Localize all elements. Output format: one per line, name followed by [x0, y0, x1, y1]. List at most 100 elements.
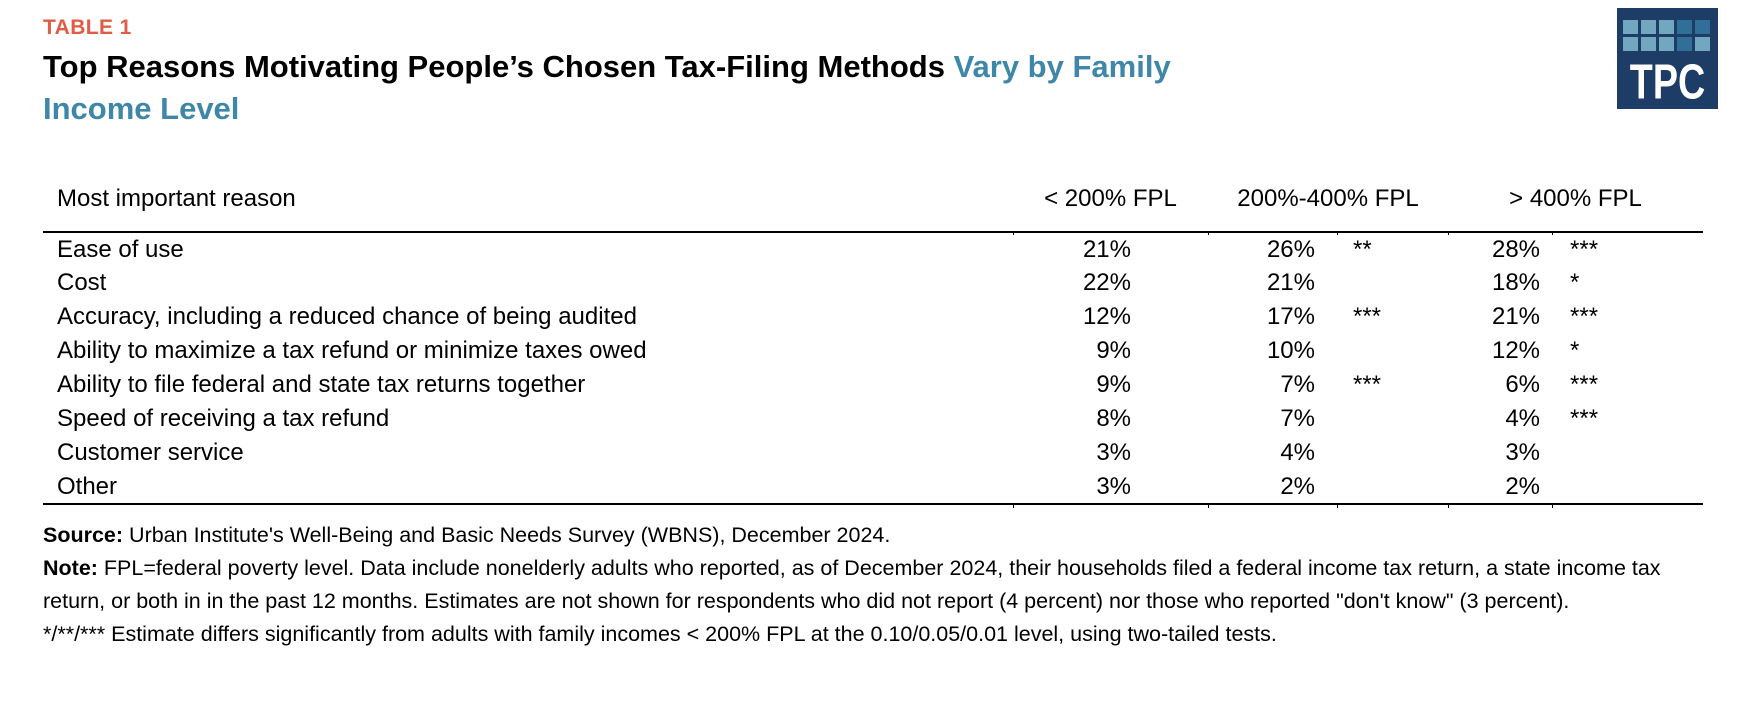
table-row: Accuracy, including a reduced chance of … — [43, 300, 1703, 334]
significance-200-400-fpl: *** — [1353, 371, 1382, 398]
column-boundary-tick — [1337, 231, 1338, 235]
value-gt-400-fpl: 6% — [1505, 371, 1541, 398]
logo-square — [1695, 37, 1710, 51]
source-note: Source: Urban Institute's Well-Being and… — [43, 519, 1698, 552]
note-text: FPL=federal poverty level. Data include … — [43, 556, 1661, 613]
tpc-logo: TPC — [1617, 8, 1718, 109]
logo-square — [1695, 20, 1710, 34]
logo-square — [1659, 20, 1674, 34]
table-row: Ease of use 21% 26% ** 28% *** — [43, 232, 1703, 266]
value-lt-200-fpl: 9% — [1096, 337, 1131, 364]
table-number-label: TABLE 1 — [43, 16, 132, 39]
value-lt-200-fpl: 12% — [1082, 303, 1131, 330]
significance-gt-400-fpl: *** — [1570, 371, 1599, 398]
value-lt-200-fpl: 3% — [1096, 439, 1131, 466]
column-boundary-tick — [1448, 231, 1449, 235]
tpc-logo-text: TPC — [1629, 54, 1706, 110]
column-header-gt-400-fpl: > 400% FPL — [1448, 180, 1704, 233]
significance-200-400-fpl — [1337, 470, 1449, 505]
logo-square — [1677, 20, 1692, 34]
column-boundary-tick — [1552, 504, 1553, 508]
reason-cell: Customer service — [57, 439, 244, 466]
reason-cell: Ease of use — [57, 235, 184, 263]
column-boundary-tick — [1208, 504, 1209, 508]
significance-gt-400-fpl: * — [1570, 337, 1580, 364]
value-200-400-fpl: 4% — [1280, 439, 1315, 466]
value-200-400-fpl: 7% — [1280, 371, 1315, 398]
note-label: Note: — [43, 556, 98, 580]
title-main: Top Reasons Motivating People’s Chosen T… — [43, 49, 945, 84]
value-lt-200-fpl: 9% — [1096, 371, 1131, 398]
value-200-400-fpl: 21% — [1266, 269, 1315, 296]
reason-cell: Speed of receiving a tax refund — [57, 405, 390, 432]
value-lt-200-fpl: 22% — [1082, 269, 1131, 296]
value-200-400-fpl: 7% — [1280, 405, 1315, 432]
significance-200-400-fpl: *** — [1353, 303, 1382, 330]
significance-gt-400-fpl — [1552, 436, 1703, 470]
value-200-400-fpl: 17% — [1266, 303, 1315, 330]
table-row: Other 3% 2% 2% — [43, 470, 1704, 505]
value-gt-400-fpl: 2% — [1448, 470, 1553, 505]
column-boundary-tick — [1448, 504, 1449, 508]
table-row: Customer service 3% 4% 3% — [43, 436, 1703, 470]
column-boundary-tick — [1208, 231, 1209, 235]
table-row: Speed of receiving a tax refund 8% 7% 4% *** — [43, 402, 1703, 436]
value-200-400-fpl: 10% — [1266, 337, 1315, 364]
source-label: Source: — [43, 523, 124, 547]
value-lt-200-fpl: 21% — [1082, 235, 1131, 263]
title-accent-line2: Income Level — [43, 91, 240, 126]
title-accent-line1: Vary by Family — [953, 49, 1171, 84]
table-body: Ease of use 21% 26% ** 28% *** Cost 22% 21% 18% * A… — [43, 232, 1704, 505]
table-notes: Source: Urban Institute's Well-Being and… — [43, 519, 1698, 651]
table-row: Ability to maximize a tax refund or mini… — [43, 334, 1703, 368]
significance-gt-400-fpl: *** — [1570, 235, 1599, 263]
source-text: Urban Institute's Well-Being and Basic N… — [123, 523, 891, 547]
logo-square — [1659, 37, 1674, 51]
value-200-400-fpl: 26% — [1266, 235, 1315, 263]
value-gt-400-fpl: 4% — [1505, 405, 1541, 432]
value-gt-400-fpl: 28% — [1491, 235, 1541, 263]
significance-200-400-fpl — [1337, 436, 1448, 470]
reason-cell: Other — [43, 470, 1013, 505]
logo-square — [1623, 37, 1638, 51]
significance-200-400-fpl — [1337, 266, 1448, 300]
data-table: Most important reason < 200% FPL 200%-40… — [43, 180, 1704, 505]
column-header-lt-200-fpl: < 200% FPL — [1013, 180, 1208, 233]
logo-square — [1623, 20, 1638, 34]
significance-gt-400-fpl: *** — [1570, 405, 1599, 432]
significance-gt-400-fpl — [1552, 470, 1704, 505]
tpc-logo-grid-icon — [1623, 20, 1710, 51]
reason-cell: Ability to file federal and state tax re… — [57, 371, 586, 398]
value-gt-400-fpl: 3% — [1505, 439, 1541, 466]
column-boundary-tick — [1552, 231, 1553, 235]
column-boundary-tick — [1013, 504, 1014, 508]
value-lt-200-fpl: 8% — [1096, 405, 1131, 432]
column-boundary-tick — [1013, 231, 1014, 235]
logo-square — [1641, 37, 1656, 51]
reason-cell: Accuracy, including a reduced chance of … — [57, 303, 637, 330]
table-row: Ability to file federal and state tax re… — [43, 368, 1703, 402]
value-lt-200-fpl: 3% — [1013, 470, 1208, 505]
general-note: Note: FPL=federal poverty level. Data in… — [43, 552, 1698, 618]
column-boundary-tick — [1337, 504, 1338, 508]
column-header-200-400-fpl: 200%-400% FPL — [1208, 180, 1449, 233]
table-header-row: Most important reason < 200% FPL 200%-40… — [43, 180, 1704, 233]
value-gt-400-fpl: 12% — [1491, 337, 1541, 364]
logo-square — [1641, 20, 1656, 34]
significance-200-400-fpl: ** — [1353, 235, 1372, 263]
value-200-400-fpl: 2% — [1208, 470, 1337, 505]
value-gt-400-fpl: 21% — [1491, 303, 1541, 330]
column-header-reason: Most important reason — [43, 180, 1013, 233]
table-row: Cost 22% 21% 18% * — [43, 266, 1703, 300]
significance-gt-400-fpl: * — [1570, 269, 1580, 296]
reason-cell: Ability to maximize a tax refund or mini… — [57, 337, 647, 364]
reason-cell: Cost — [57, 269, 107, 296]
logo-square — [1677, 37, 1692, 51]
significance-gt-400-fpl: *** — [1570, 303, 1599, 330]
page-title: Top Reasons Motivating People’s Chosen T… — [43, 46, 1543, 130]
significance-note: */**/*** Estimate differs significantly … — [43, 622, 1277, 646]
significance-200-400-fpl — [1337, 402, 1448, 436]
significance-200-400-fpl — [1337, 334, 1448, 368]
value-gt-400-fpl: 18% — [1491, 269, 1541, 296]
